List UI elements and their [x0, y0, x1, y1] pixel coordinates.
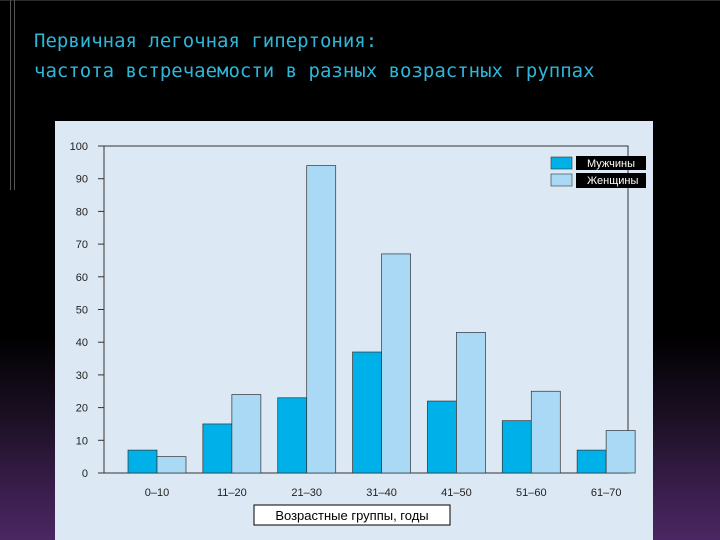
- y-tick-label: 100: [70, 141, 88, 153]
- x-axis-title-text: Возрастные группы, годы: [275, 508, 428, 523]
- left-edge-line: [10, 0, 11, 190]
- bar-women: [306, 165, 337, 474]
- bar-men: [202, 423, 233, 474]
- bar-women: [530, 390, 561, 474]
- bar-women: [156, 456, 187, 474]
- x-axis-title: Возрастные группы, годы: [253, 504, 451, 526]
- bar-men: [427, 400, 457, 474]
- x-tick-label: 0–10: [145, 487, 169, 499]
- bar-women: [605, 430, 636, 474]
- bar-men: [352, 351, 382, 474]
- y-tick-label: 80: [76, 206, 88, 218]
- legend-label-women: Женщины: [587, 175, 638, 187]
- x-tick-label: 61–70: [591, 487, 622, 499]
- slide-title-line-1: Первичная легочная гипертония:: [34, 30, 378, 52]
- bar-men: [501, 420, 532, 474]
- y-tick-label: 20: [76, 403, 88, 415]
- y-tick-label: 90: [76, 174, 88, 186]
- x-tick-label: 31–40: [366, 487, 397, 499]
- y-tick-label: 40: [76, 337, 88, 349]
- bar-women: [381, 253, 411, 474]
- bar-women: [231, 394, 262, 474]
- y-tick-label: 60: [76, 272, 88, 284]
- legend-label-men: Мужчины: [587, 158, 635, 170]
- y-tick-label: 30: [76, 370, 88, 382]
- legend-swatch-men: [550, 156, 573, 170]
- x-axis-title-box: [253, 504, 451, 526]
- legend-label-bg-men: [576, 156, 646, 170]
- left-edge-line-inner: [14, 0, 15, 190]
- bar-men: [127, 449, 158, 474]
- top-edge-line: [0, 0, 720, 1]
- bar-men: [277, 397, 308, 474]
- y-tick-label: 10: [76, 435, 88, 447]
- x-tick-label: 51–60: [516, 487, 547, 499]
- legend-label-bg-women: [576, 173, 646, 188]
- y-tick-label: 0: [82, 468, 88, 480]
- legend: Мужчины Женщины: [550, 156, 646, 188]
- legend-swatch-women: [550, 173, 573, 187]
- y-tick-label: 50: [76, 305, 88, 317]
- x-axis: 0–10 11–20 21–30 31–40 41–50 51–60 61–70: [145, 487, 622, 499]
- bar-men: [576, 449, 607, 474]
- y-tick-label: 70: [76, 239, 88, 251]
- y-axis: 0 10 20 30 40 50 60 70 80 90 100: [70, 141, 104, 480]
- x-tick-label: 21–30: [291, 487, 322, 499]
- bars: [127, 165, 636, 474]
- x-tick-label: 41–50: [441, 487, 472, 499]
- bar-women: [456, 332, 486, 474]
- slide-title: Первичная легочная гипертония: частота в…: [34, 26, 595, 86]
- x-tick-label: 11–20: [217, 487, 247, 499]
- slide-title-line-2: частота встречаемости в разных возрастны…: [34, 60, 595, 82]
